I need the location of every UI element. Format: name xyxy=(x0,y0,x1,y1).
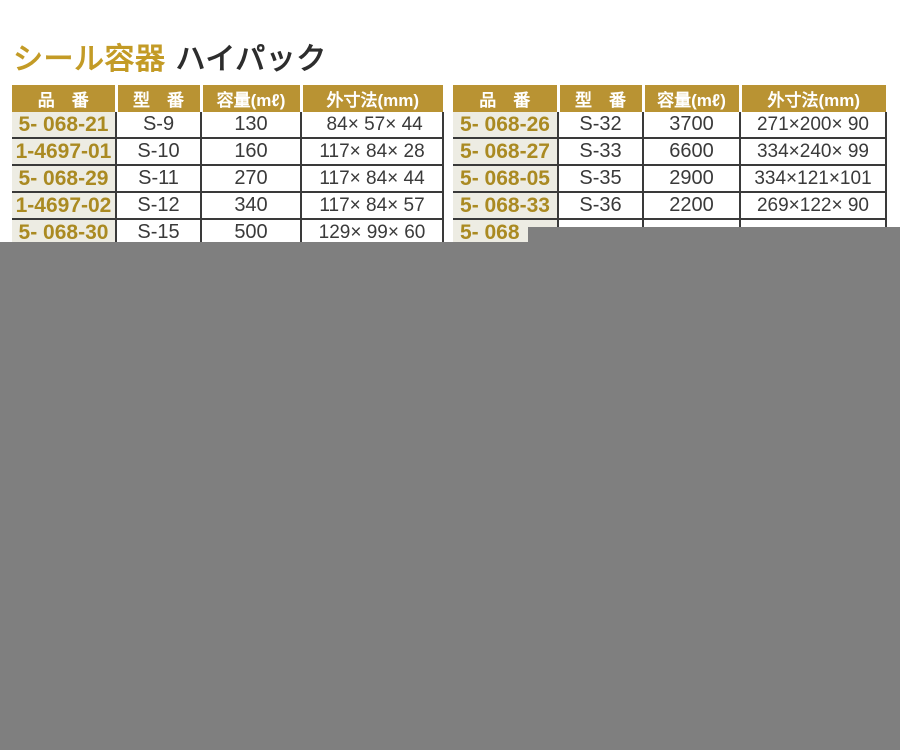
spec-table-right: 品 番 型 番 容量(mℓ) 外寸法(mm) 5- 068-26 S-32 37… xyxy=(453,85,887,247)
table-row: 1-4697-01 S-10 160 117× 84× 28 xyxy=(12,138,444,166)
dimensions-cell: 271×200× 90 xyxy=(739,112,887,139)
dimensions-cell: 334×121×101 xyxy=(739,165,887,193)
capacity-cell: 3700 xyxy=(642,112,740,139)
col-header-part-number: 品 番 xyxy=(12,85,116,112)
table-row: 5- 068-27 S-33 6600 334×240× 99 xyxy=(453,138,887,166)
title-product: ハイパック xyxy=(175,43,327,76)
col-header-dimensions: 外寸法(mm) xyxy=(738,85,886,112)
table-header-row: 品 番 型 番 容量(mℓ) 外寸法(mm) xyxy=(453,85,886,112)
part-number-cell: 5- 068-05 xyxy=(453,165,558,193)
table-header-row: 品 番 型 番 容量(mℓ) 外寸法(mm) xyxy=(12,85,443,112)
model-cell: S-12 xyxy=(115,192,201,220)
capacity-cell: 6600 xyxy=(642,138,740,166)
title-series: シール容器 xyxy=(13,43,166,76)
table-row: 5- 068-33 S-36 2200 269×122× 90 xyxy=(453,192,887,220)
spec-table-left: 品 番 型 番 容量(mℓ) 外寸法(mm) 5- 068-21 S-9 130… xyxy=(12,85,444,247)
dimensions-cell: 117× 84× 28 xyxy=(300,138,444,166)
col-header-model: 型 番 xyxy=(114,85,201,112)
model-cell: S-32 xyxy=(557,112,643,139)
dimensions-cell: 117× 84× 57 xyxy=(300,192,444,220)
col-header-dimensions: 外寸法(mm) xyxy=(299,85,443,112)
part-number-cell: 5- 068-21 xyxy=(12,112,116,139)
table-row: 5- 068-26 S-32 3700 271×200× 90 xyxy=(453,112,887,139)
table-row: 5- 068-05 S-35 2900 334×121×101 xyxy=(453,165,887,193)
capacity-cell: 340 xyxy=(200,192,301,220)
part-number-cell: 1-4697-02 xyxy=(12,192,116,220)
col-header-part-number: 品 番 xyxy=(453,85,558,112)
dimensions-cell: 269×122× 90 xyxy=(739,192,887,220)
dimensions-cell: 117× 84× 44 xyxy=(300,165,444,193)
model-cell: S-36 xyxy=(557,192,643,220)
capacity-cell: 2200 xyxy=(642,192,740,220)
model-cell: S-35 xyxy=(557,165,643,193)
table-row: 1-4697-02 S-12 340 117× 84× 57 xyxy=(12,192,444,220)
model-cell: S-33 xyxy=(557,138,643,166)
col-header-capacity: 容量(mℓ) xyxy=(199,85,301,112)
dimensions-cell: 84× 57× 44 xyxy=(300,112,444,139)
part-number-cell: 5- 068-26 xyxy=(453,112,558,139)
model-cell: S-10 xyxy=(115,138,201,166)
capacity-cell: 130 xyxy=(200,112,301,139)
model-cell: S-9 xyxy=(115,112,201,139)
dimensions-cell: 334×240× 99 xyxy=(739,138,887,166)
part-number-cell: 5- 068-27 xyxy=(453,138,558,166)
capacity-cell: 2900 xyxy=(642,165,740,193)
gray-overlay xyxy=(0,242,900,750)
col-header-model: 型 番 xyxy=(556,85,643,112)
part-number-cell: 1-4697-01 xyxy=(12,138,116,166)
col-header-capacity: 容量(mℓ) xyxy=(641,85,740,112)
part-number-cell: 5- 068-33 xyxy=(453,192,558,220)
page-title: シール容器 ハイパック xyxy=(13,34,327,78)
model-cell: S-11 xyxy=(115,165,201,193)
table-row: 5- 068-21 S-9 130 84× 57× 44 xyxy=(12,112,444,139)
table-row: 5- 068-29 S-11 270 117× 84× 44 xyxy=(12,165,444,193)
part-number-cell: 5- 068-29 xyxy=(12,165,116,193)
capacity-cell: 160 xyxy=(200,138,301,166)
capacity-cell: 270 xyxy=(200,165,301,193)
